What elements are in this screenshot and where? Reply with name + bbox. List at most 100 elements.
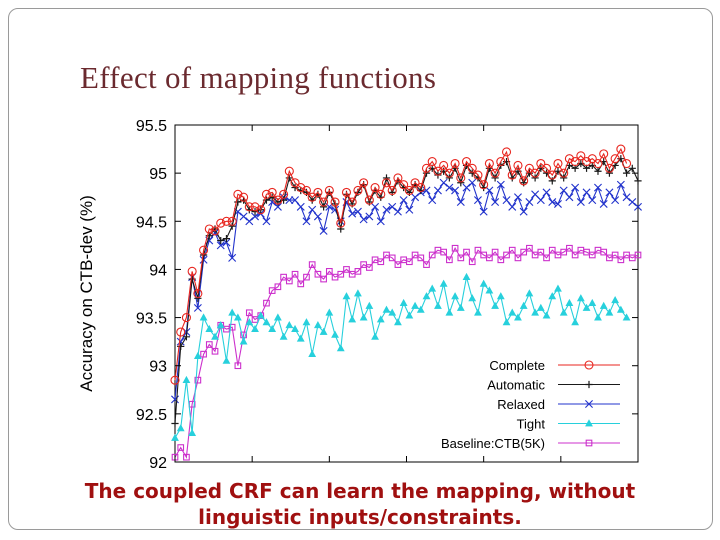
point-marker [296, 183, 306, 193]
point-marker [291, 324, 299, 333]
point-marker [599, 301, 608, 309]
point-marker [211, 332, 219, 340]
legend-entry: Tight [517, 417, 620, 432]
point-marker [457, 179, 465, 187]
point-marker [536, 196, 545, 205]
point-marker [456, 173, 466, 183]
point-marker [262, 217, 271, 226]
point-marker [285, 321, 294, 329]
point-marker [382, 205, 391, 214]
point-marker [616, 180, 625, 189]
point-marker [462, 183, 471, 192]
point-marker [364, 195, 374, 205]
point-marker [588, 298, 597, 307]
point-marker [451, 186, 460, 195]
point-marker [468, 258, 476, 266]
point-marker [222, 356, 231, 364]
point-marker [490, 168, 500, 178]
point-marker [599, 149, 609, 159]
point-marker [514, 313, 522, 321]
point-marker [325, 268, 333, 275]
point-marker [394, 261, 402, 268]
point-marker [519, 301, 528, 309]
point-marker [182, 333, 191, 341]
point-marker [320, 275, 327, 283]
point-marker [628, 164, 636, 172]
point-marker [181, 313, 191, 323]
point-marker [302, 318, 311, 326]
point-marker [291, 183, 299, 192]
point-marker [446, 256, 453, 264]
point-marker [491, 198, 500, 207]
point-marker [467, 163, 477, 173]
point-marker [381, 178, 392, 188]
point-marker [313, 187, 323, 197]
point-marker [479, 180, 489, 190]
point-marker [324, 185, 334, 196]
point-marker [262, 318, 271, 326]
y-tick-label: 95 [149, 166, 167, 183]
point-marker [542, 188, 551, 197]
point-marker [341, 187, 352, 197]
point-marker [611, 251, 619, 259]
point-marker [537, 248, 545, 256]
point-marker [261, 189, 272, 199]
axis-layer: 92 92.5 93 93.5 94 94.5 95 95.5 Accuracy on CTB-… [77, 118, 639, 472]
point-marker [193, 303, 202, 312]
point-marker [359, 313, 368, 321]
series-layer [170, 144, 642, 461]
plot-area [174, 124, 639, 463]
point-marker [313, 321, 322, 329]
point-marker [508, 202, 517, 211]
point-marker [553, 199, 562, 208]
point-marker [411, 301, 419, 309]
point-marker [444, 168, 454, 178]
point-marker [559, 308, 568, 316]
point-marker [559, 168, 569, 178]
point-marker [284, 166, 294, 176]
point-marker [200, 350, 207, 358]
point-marker [457, 254, 465, 262]
point-marker [388, 202, 397, 211]
point-marker [582, 303, 591, 311]
point-marker [183, 453, 190, 461]
point-marker [177, 444, 185, 451]
legend: Complete Automatic Relaxed Tight Baseline:CT… [441, 358, 620, 451]
point-marker [188, 428, 197, 437]
point-marker [605, 169, 614, 177]
point-marker [433, 186, 442, 195]
point-marker [628, 198, 637, 207]
point-marker [359, 178, 369, 188]
point-marker [634, 177, 642, 185]
point-marker [353, 207, 362, 216]
point-marker [273, 313, 282, 321]
point-marker [216, 218, 226, 228]
point-marker [348, 209, 357, 218]
point-marker [353, 185, 363, 196]
point-marker [359, 215, 368, 224]
caption-line-2: linguistic inputs/constraints. [198, 505, 522, 529]
point-marker [503, 251, 510, 259]
point-marker [491, 174, 499, 182]
legend-label: Baseline:CTB(5K) [441, 436, 545, 451]
point-marker [256, 205, 266, 215]
point-marker [622, 313, 631, 321]
point-marker [199, 255, 208, 264]
legend-label: Tight [517, 417, 546, 432]
point-marker [314, 270, 322, 278]
point-marker [541, 163, 552, 173]
y-tick-label: 93 [149, 359, 167, 376]
point-marker [251, 212, 260, 221]
point-marker [605, 308, 614, 316]
point-marker [279, 332, 288, 340]
point-marker [514, 254, 522, 262]
point-marker [451, 244, 459, 252]
point-marker [177, 342, 185, 351]
point-marker [279, 189, 289, 199]
point-marker [245, 309, 253, 317]
point-marker [233, 189, 243, 199]
point-marker [570, 157, 580, 167]
series-tight [171, 272, 631, 441]
